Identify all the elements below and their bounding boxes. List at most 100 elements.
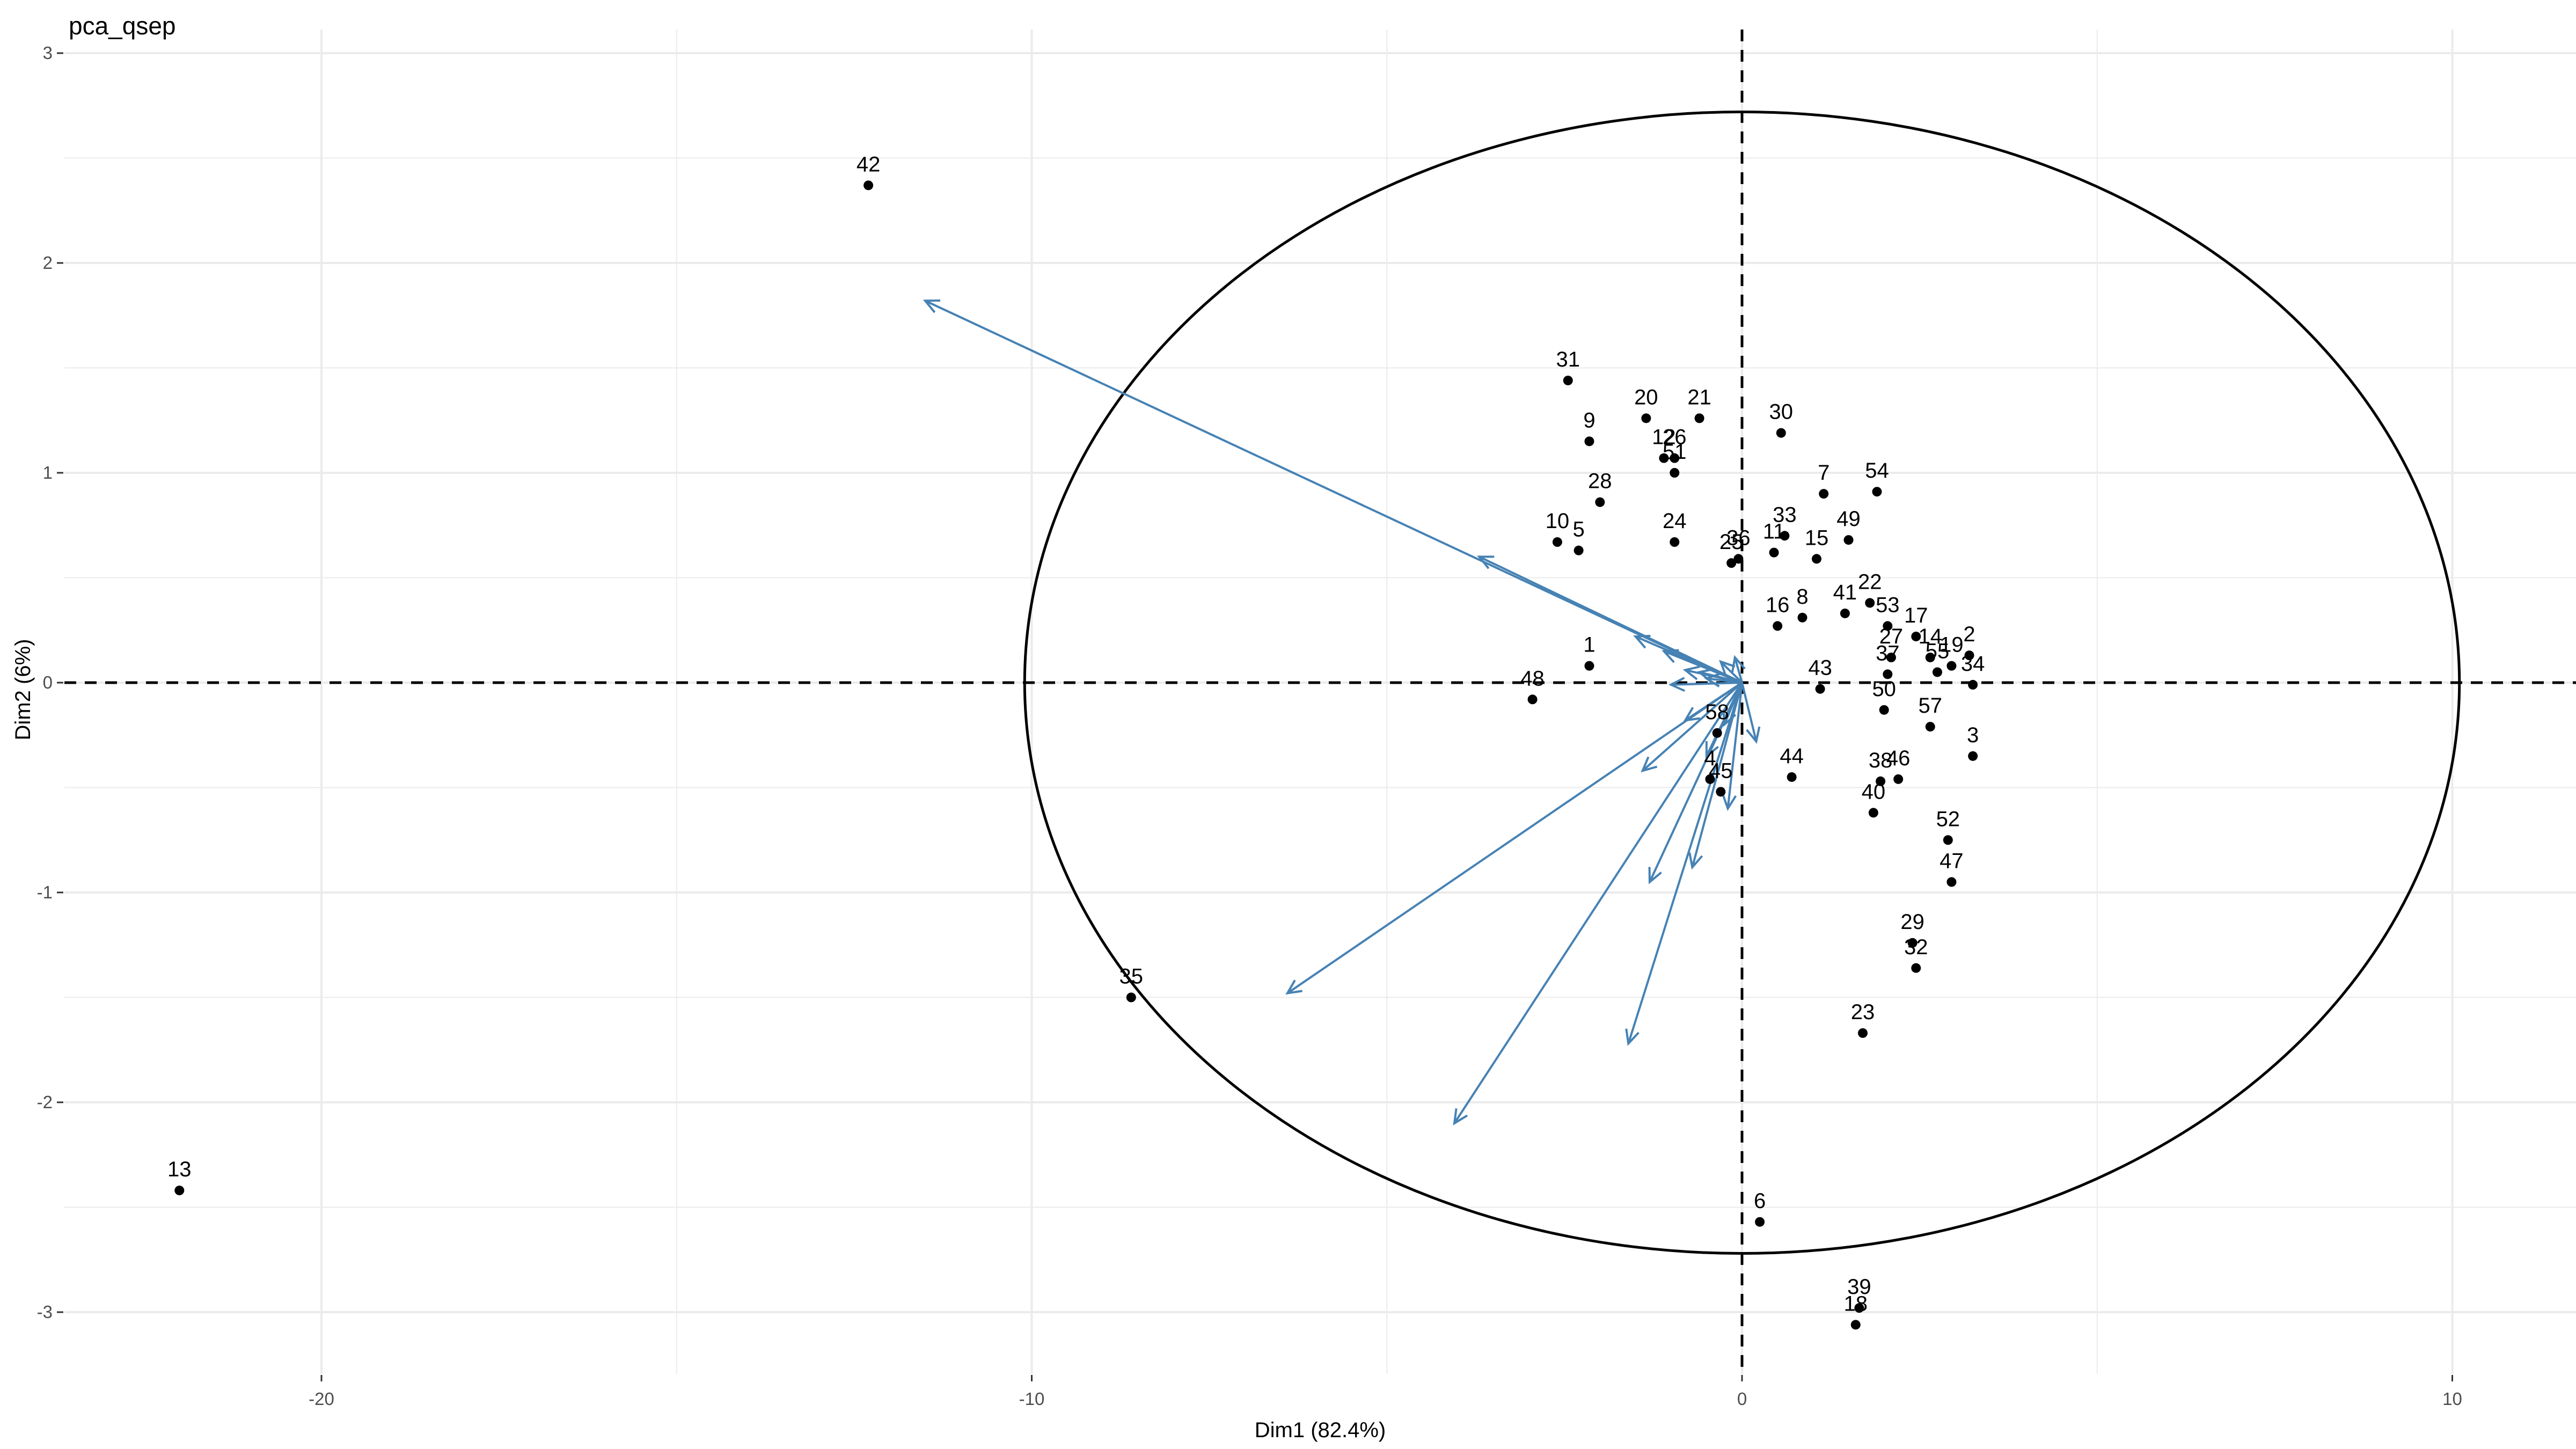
arrow-shaft <box>1719 661 1743 684</box>
point-marker <box>1893 774 1904 784</box>
grid <box>64 30 2576 1374</box>
point-marker <box>1797 612 1807 623</box>
arrow-head <box>1285 979 1302 995</box>
point-marker <box>1843 535 1854 545</box>
arrow-head <box>1682 665 1700 680</box>
arrow-head <box>1722 709 1737 727</box>
variable-arrow <box>1625 682 1743 1046</box>
data-point-34: 34 <box>1961 652 1985 690</box>
x-axis-ticks: -20 -10 0 10 <box>309 1375 2462 1409</box>
data-point-28: 28 <box>1588 470 1612 507</box>
arrow-shaft <box>1726 682 1743 809</box>
arrow-head <box>1746 726 1761 744</box>
point-label: 16 <box>1766 593 1790 617</box>
point-marker <box>1769 547 1779 558</box>
y-tick-label: -1 <box>37 882 53 902</box>
point-label: 45 <box>1709 759 1733 782</box>
arrow-head <box>1704 672 1721 687</box>
arrow-shaft <box>1642 682 1743 772</box>
arrow-shaft <box>1691 682 1743 868</box>
data-point-38: 38 <box>1869 749 1892 786</box>
data-point-7: 7 <box>1818 461 1829 499</box>
point-label: 54 <box>1865 459 1889 482</box>
data-point-48: 48 <box>1520 667 1545 705</box>
data-point-11: 11 <box>1763 520 1785 558</box>
point-marker <box>1563 375 1573 385</box>
arrow-head <box>1453 1108 1468 1125</box>
arrow-shaft <box>925 299 1743 684</box>
data-point-54: 54 <box>1865 459 1889 497</box>
data-point-20: 20 <box>1634 385 1658 423</box>
variable-arrow <box>1688 682 1743 870</box>
data-point-41: 41 <box>1833 581 1857 618</box>
data-point-9: 9 <box>1583 408 1596 447</box>
arrow-head <box>1719 660 1736 676</box>
data-point-22: 22 <box>1858 570 1882 608</box>
point-marker <box>1968 679 1978 690</box>
arrow-head <box>1731 655 1746 673</box>
variable-arrow <box>1477 555 1743 684</box>
point-marker <box>1811 554 1821 564</box>
point-label: 30 <box>1769 400 1794 424</box>
arrow-shaft <box>1627 682 1743 1044</box>
point-label: 21 <box>1687 385 1711 409</box>
data-point-29: 29 <box>1900 910 1924 948</box>
data-point-36: 36 <box>1726 526 1751 564</box>
variable-arrow <box>1731 655 1746 683</box>
y-tick-label: 2 <box>43 253 53 273</box>
point-marker <box>1865 598 1875 608</box>
point-marker <box>1694 413 1704 423</box>
arrow-shaft <box>1286 682 1743 994</box>
arrow-shaft <box>1479 555 1743 684</box>
point-label: 9 <box>1583 408 1595 432</box>
point-label: 22 <box>1858 570 1882 594</box>
point-marker <box>1776 428 1786 438</box>
point-label: 27 <box>1879 625 1904 648</box>
variable-arrow <box>1722 682 1743 811</box>
data-point-37: 37 <box>1876 641 1900 679</box>
data-point-19: 19 <box>1940 633 1964 671</box>
point-label: 4 <box>1704 747 1716 770</box>
point-marker <box>1705 774 1715 784</box>
arrow-head <box>1705 741 1719 758</box>
point-marker <box>1925 653 1935 663</box>
data-point-43: 43 <box>1808 656 1832 694</box>
point-label: 39 <box>1847 1275 1871 1299</box>
variable-arrow <box>923 299 1743 684</box>
point-label: 49 <box>1836 507 1861 531</box>
data-point-55: 55 <box>1926 639 1949 677</box>
point-marker <box>1641 413 1651 423</box>
point-marker <box>1712 728 1722 738</box>
data-point-49: 49 <box>1836 507 1861 545</box>
data-point-12: 12 <box>1652 426 1676 463</box>
point-marker <box>1726 558 1737 568</box>
data-point-42: 42 <box>857 152 880 191</box>
point-marker <box>1854 1303 1864 1313</box>
point-label: 48 <box>1520 667 1545 690</box>
point-label: 28 <box>1588 470 1612 493</box>
point-marker <box>1879 705 1889 715</box>
arrow-head <box>1662 649 1679 663</box>
point-marker <box>1815 684 1825 694</box>
x-tick-label: 10 <box>2442 1389 2462 1409</box>
y-axis-ticks: -3 -2 -1 0 1 2 3 <box>37 43 63 1322</box>
point-label: 25 <box>1719 530 1744 554</box>
reference-lines <box>64 30 2576 1374</box>
point-marker <box>1850 1320 1861 1330</box>
point-label: 8 <box>1796 585 1808 609</box>
point-label: 7 <box>1818 461 1829 485</box>
point-marker <box>863 180 874 191</box>
point-marker <box>1787 772 1797 782</box>
data-point-23: 23 <box>1851 1000 1875 1038</box>
point-marker <box>1755 1217 1765 1227</box>
data-point-16: 16 <box>1766 593 1790 631</box>
point-marker <box>1584 436 1594 447</box>
data-point-39: 39 <box>1847 1275 1871 1313</box>
point-marker <box>1595 497 1605 507</box>
data-point-58: 58 <box>1705 700 1729 738</box>
point-marker <box>1968 751 1978 761</box>
data-point-8: 8 <box>1796 585 1809 623</box>
arrow-head <box>1633 634 1651 649</box>
data-point-6: 6 <box>1754 1189 1766 1227</box>
